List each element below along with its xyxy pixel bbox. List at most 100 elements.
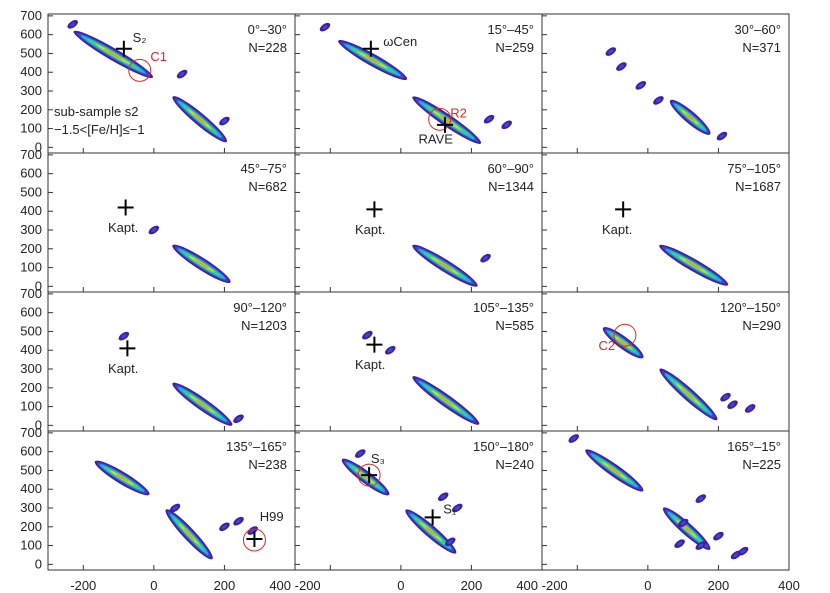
x-tick-label: 400 -200 <box>516 578 567 593</box>
cross-label: ωCen <box>383 34 417 49</box>
contour-blob-core-2 <box>486 117 492 122</box>
contour-blob-core-3 <box>638 83 644 88</box>
contour-ridge-1-level-6 <box>685 260 702 271</box>
contour-blob-core-3 <box>722 395 729 400</box>
panel-angle-range: 30°–60° <box>734 22 781 37</box>
y-tick-label: 400 <box>20 342 42 357</box>
contour-ridge-2-level-6 <box>438 114 455 126</box>
cross-label: H99 <box>260 509 284 524</box>
y-tick-label: 600 <box>20 27 42 42</box>
panel-10: H99 135°–165° N=238 <box>47 430 296 571</box>
contour-blob-core-1 <box>151 227 157 233</box>
panel-6: Kapt. 75°–105° N=1687 <box>541 152 790 293</box>
x-tick-label: -200 <box>70 578 96 593</box>
cross-marker-1 <box>361 467 378 484</box>
contour-blob-core-2 <box>387 348 393 353</box>
contour-blob-core-1 <box>482 256 489 261</box>
cross-marker-1 <box>246 531 263 548</box>
panel-contours <box>605 47 728 141</box>
contour-ridge-1-level-6 <box>685 113 696 122</box>
contour-blob-core-2 <box>235 416 242 421</box>
contour-blob-core-1 <box>571 436 577 441</box>
cross-marker-1 <box>366 201 383 218</box>
y-tick-label: 200 <box>20 241 42 256</box>
y-tick-label: 0 <box>35 278 42 293</box>
x-tick-label: 0 <box>644 578 651 593</box>
contour-ridge-2-level-6 <box>193 113 207 125</box>
panel-contours: Kapt. <box>355 201 491 287</box>
contour-blob-core-4 <box>250 528 256 533</box>
x-tick-label: 200 <box>461 578 483 593</box>
y-tick-label: 200 <box>20 519 42 534</box>
panel-contours: S₃ S₁ <box>341 449 463 554</box>
y-tick-label: 500 <box>20 323 42 338</box>
y-tick-label: 0 <box>35 139 42 154</box>
y-tick-label: 400 <box>20 481 42 496</box>
panel-count: N=1344 <box>488 179 534 194</box>
contour-blob-core-2 <box>747 406 753 411</box>
cross-label: Kapt. <box>602 222 632 237</box>
panel-count: N=1687 <box>735 179 781 194</box>
y-tick-label: 300 <box>20 83 42 98</box>
panel-angle-range: 15°–45° <box>487 22 534 37</box>
y-tick-label: 700 <box>20 425 42 440</box>
contour-ridge-1-level-6 <box>437 394 454 407</box>
cross-label: Kapt. <box>108 361 138 376</box>
panel-angle-range: 105°–135° <box>473 300 534 315</box>
contour-blob-core-4 <box>655 98 662 103</box>
x-tick-label: 0 <box>150 578 157 593</box>
panel-contours: R2 ωCen RAVE <box>319 22 512 147</box>
y-tick-label: 400 <box>20 203 42 218</box>
highlight-circle-1 <box>613 323 637 347</box>
panel-angle-range: 150°–180° <box>473 439 534 454</box>
panel-contours <box>568 434 749 560</box>
panel-angle-range: 90°–120° <box>233 300 287 315</box>
contour-ridge-1-level-6 <box>115 473 129 482</box>
contour-ridge-2-level-6 <box>183 528 195 541</box>
cross-label: S₁ <box>443 502 457 517</box>
panel-count: N=682 <box>248 179 287 194</box>
contour-blob-core-2 <box>618 64 625 69</box>
highlight-circle-1 <box>428 107 452 131</box>
y-tick-label: 300 <box>20 361 42 376</box>
cross-marker-1 <box>366 336 383 353</box>
panel-angle-range: 135°–165° <box>226 439 287 454</box>
y-tick-label: 0 <box>35 417 42 432</box>
contour-blob-core-1 <box>322 24 328 30</box>
x-tick-label: 200 <box>708 578 730 593</box>
y-tick-label: 600 <box>20 444 42 459</box>
y-tick-label: 600 <box>20 305 42 320</box>
panel-note: −1.5<[Fe/H]≤−1 <box>54 122 145 137</box>
y-tick-label: 500 <box>20 45 42 60</box>
panel-count: N=1203 <box>241 318 287 333</box>
contour-blob-core-2 <box>698 496 704 501</box>
x-tick-label: 200 <box>214 578 236 593</box>
contour-blob-core-4 <box>447 539 453 544</box>
cross-marker-1 <box>362 40 379 57</box>
contour-blob-core-1 <box>357 451 363 456</box>
panel-count: N=238 <box>248 457 287 472</box>
cross-marker-2 <box>436 116 453 133</box>
panel-5: Kapt. 60°–90° N=1344 <box>294 152 543 293</box>
contour-ridge-1-level-6 <box>618 339 628 347</box>
panel-angle-range: 0°–30° <box>248 22 287 37</box>
contour-ridge-1-level-6 <box>607 465 622 476</box>
cross-marker-1 <box>615 201 632 218</box>
contour-blob-core-1 <box>729 402 736 407</box>
cross-label: Kapt. <box>108 220 138 235</box>
contour-blob-core-3 <box>680 520 686 526</box>
y-tick-label: 200 <box>20 102 42 117</box>
cross-marker-1 <box>117 199 134 216</box>
y-tick-label: 100 <box>20 399 42 414</box>
cross-label: Kapt. <box>355 222 385 237</box>
panel-count: N=225 <box>742 457 781 472</box>
panel-angle-range: 165°–15° <box>727 439 781 454</box>
contour-blob-core-5 <box>719 133 725 139</box>
panel-contours: Kapt. <box>108 199 231 284</box>
x-tick-label: 0 <box>397 578 404 593</box>
x-tick-label: 400 -200 <box>269 578 320 593</box>
y-tick-label: 500 <box>20 184 42 199</box>
y-tick-label: 100 <box>20 260 42 275</box>
